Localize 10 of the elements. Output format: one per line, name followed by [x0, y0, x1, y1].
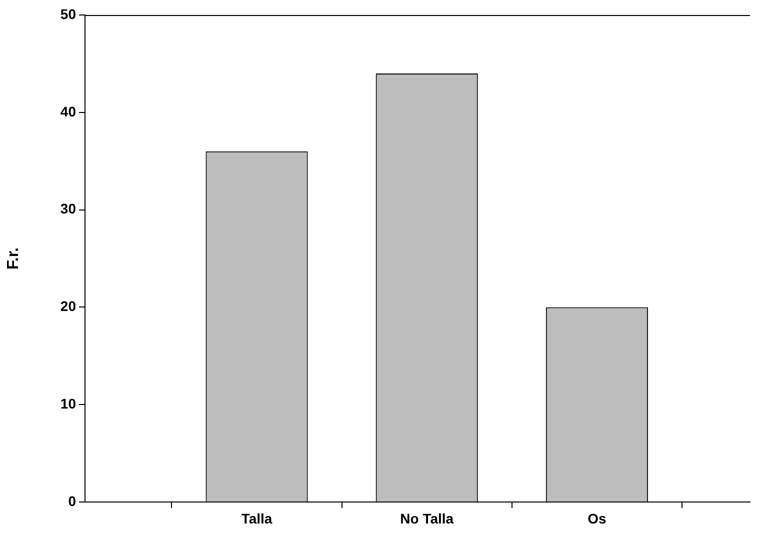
x-tick-label: Os	[588, 510, 606, 526]
y-tick-label: 0	[68, 492, 76, 509]
y-tick-label: 20	[60, 298, 76, 314]
y-tick-label: 10	[60, 395, 76, 412]
y-axis-title: F.r.	[5, 247, 22, 270]
y-tick-label: 30	[60, 200, 76, 217]
x-tick-label: Talla	[241, 510, 272, 526]
y-tick-label: 50	[60, 6, 76, 22]
x-tick-label: No Talla	[400, 510, 454, 526]
y-tick-label: 40	[60, 103, 76, 120]
